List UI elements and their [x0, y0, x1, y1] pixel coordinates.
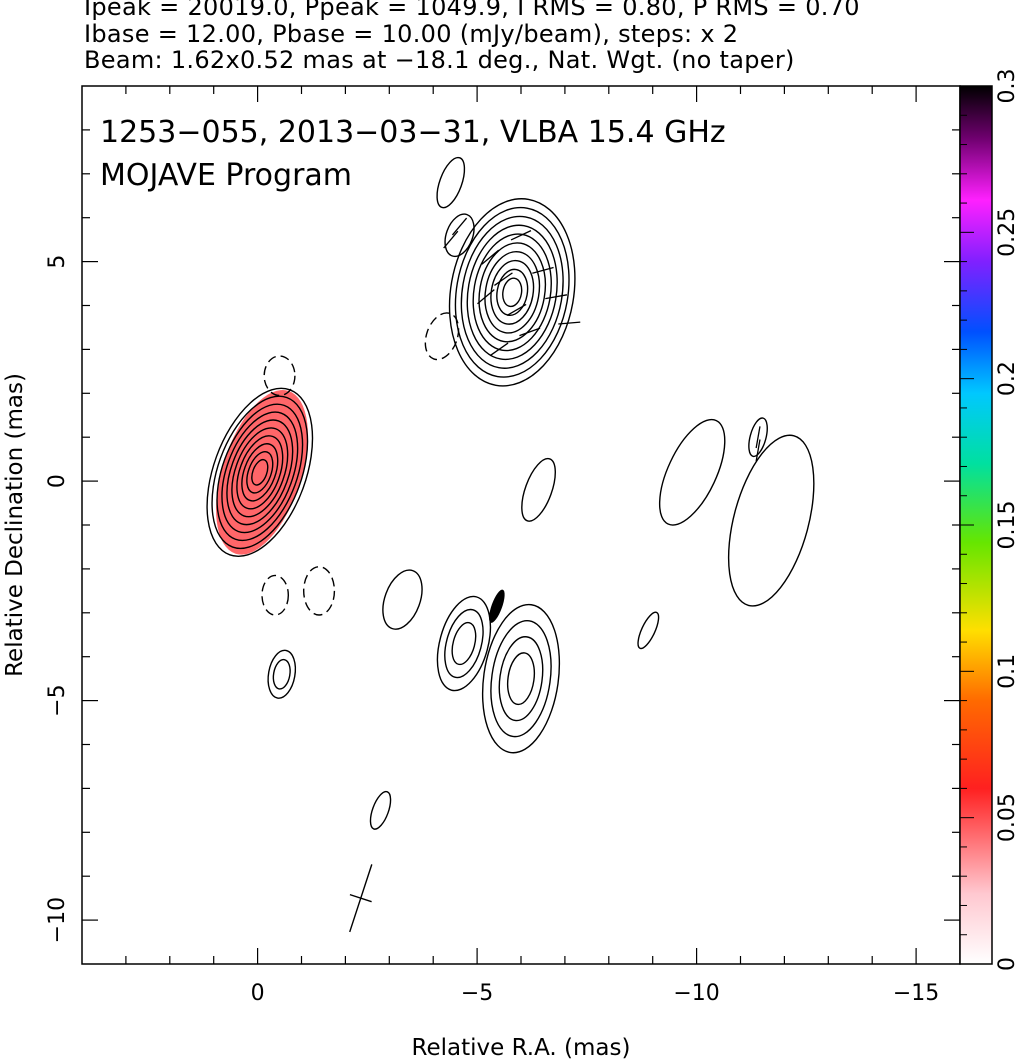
x-tick-label: −15 [893, 981, 939, 1006]
contour-jet-knot-north [466, 224, 558, 361]
contour-blob-west-1 [658, 418, 726, 526]
header-line-2: Ibase = 12.00, Pbase = 10.00 (mJy/beam),… [84, 20, 739, 48]
evpa-stick [532, 266, 554, 274]
contour-core [236, 435, 284, 510]
contour-jet-knot-north [496, 268, 529, 316]
contour-jet-knot-north [460, 215, 564, 369]
polarization-patch [489, 589, 505, 623]
contour-core [246, 451, 274, 494]
y-axis-label: Relative Declination (mas) [2, 373, 28, 677]
evpa-stick [545, 294, 568, 300]
contour-jet-knot-north [502, 277, 523, 308]
contour-blob-south-right [637, 611, 660, 650]
x-tick-label: −5 [461, 981, 493, 1006]
contour-core [241, 443, 279, 502]
colorbar-tick-label: 0.25 [995, 208, 1020, 257]
contour-knot-south-2 [498, 636, 544, 722]
contour-core [251, 458, 269, 486]
contour-blob-mid [521, 457, 556, 522]
negative-contour-neg-1 [263, 355, 296, 397]
contour-blob-south-west [382, 569, 423, 630]
contour-blob-far-south [369, 790, 392, 830]
colorbar-tick-label: 0.05 [995, 793, 1020, 842]
contour-core [216, 403, 304, 542]
evpa-stick [755, 426, 761, 449]
evpa-stick [489, 342, 509, 357]
evpa-stick [510, 230, 532, 241]
contour-knot-south-1 [451, 621, 477, 666]
x-axis-label: Relative R.A. (mas) [412, 1035, 631, 1060]
contour-knot-south-2 [481, 603, 561, 754]
x-tick-label: −10 [673, 981, 719, 1006]
contour-core [226, 419, 294, 526]
contour-blob-east-small [748, 417, 768, 458]
evpa-stick [494, 272, 513, 287]
header-line-3: Beam: 1.62x0.52 mas at −18.1 deg., Nat. … [84, 46, 795, 74]
contour-jet-knot-north [472, 233, 552, 352]
contour-blob-west-2 [727, 434, 815, 607]
y-tick-label: 5 [45, 255, 70, 269]
negative-contour-neg-3 [302, 566, 336, 616]
chart-subtitle: MOJAVE Program [100, 158, 352, 193]
contour-jet-knot-north [448, 198, 576, 387]
contour-blob-south-small [272, 658, 291, 690]
y-tick-label: −10 [45, 897, 70, 943]
y-tick-label: 0 [45, 474, 70, 488]
colorbar-tick-label: 0 [995, 957, 1020, 971]
contour-knot-south-2 [506, 652, 536, 706]
contour-knot-south-1 [444, 608, 484, 679]
contour-core [211, 395, 309, 550]
colorbar-tick-label: 0.2 [995, 361, 1020, 396]
colorbar-tick-label: 0.3 [995, 69, 1020, 104]
contour-core [231, 427, 289, 518]
contour-jet-knot-north [478, 242, 547, 343]
y-tick-label: −5 [45, 684, 70, 716]
contour-blob-south-small [267, 649, 297, 699]
negative-contour-neg-2 [261, 574, 290, 616]
contour-jet-knot-north [490, 259, 535, 325]
evpa-stick [519, 327, 541, 337]
contour-blob-top-2 [444, 213, 475, 258]
contour-blob-top [436, 156, 466, 209]
evpa-stick [477, 289, 495, 305]
evpa-stick [506, 303, 527, 316]
colorbar-tick-label: 0.1 [995, 654, 1020, 689]
x-tick-label: 0 [251, 981, 265, 1006]
evpa-stick [481, 249, 500, 265]
colorbar-tick-label: 0.15 [995, 501, 1020, 550]
plot-frame [81, 85, 961, 965]
contour-knot-south-2 [490, 619, 552, 738]
evpa-stick [443, 230, 459, 249]
header-line-1: Ipeak = 20019.0, Ppeak = 1049.9, I RMS =… [84, 0, 860, 21]
negative-contour-neg-4 [424, 312, 460, 361]
beam-minor-axis [349, 893, 372, 903]
evpa-stick [558, 321, 581, 325]
contour-knot-south-1 [436, 595, 492, 692]
evpa-stick [755, 439, 761, 462]
contour-jet-knot-north [484, 251, 541, 334]
evpa-stick [451, 217, 468, 236]
contour-jet-knot-north [454, 206, 570, 378]
contour-core [221, 411, 299, 534]
chart-title: 1253−055, 2013−03−31, VLBA 15.4 GHz [100, 115, 726, 150]
